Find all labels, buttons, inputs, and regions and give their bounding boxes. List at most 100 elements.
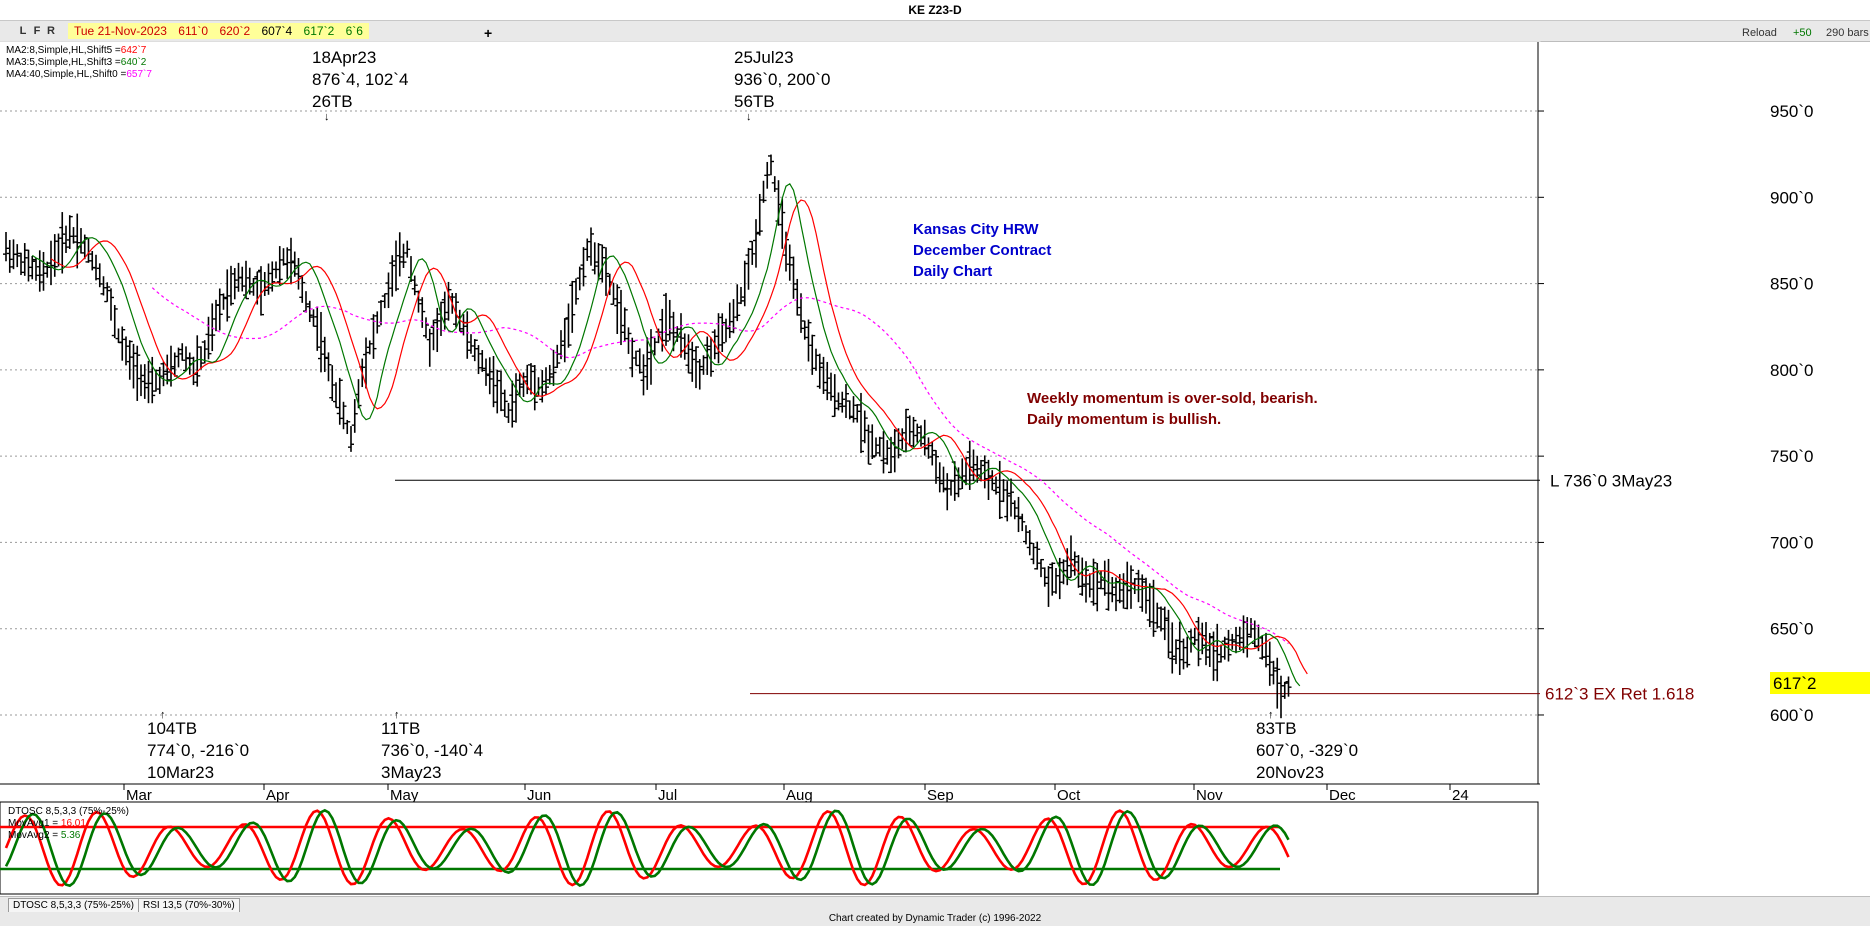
ohlc-bar <box>1101 560 1108 596</box>
ohlc-bar <box>231 268 238 300</box>
quote-date: Tue 21-Nov-2023 <box>74 24 167 38</box>
ohlc-bar <box>55 233 62 267</box>
ohlc-bar <box>869 424 876 460</box>
time-tick-label: Dec <box>1329 787 1356 804</box>
ohlc-bar <box>640 354 647 396</box>
ohlc-bar <box>426 328 433 367</box>
ohlc-bar <box>554 344 561 368</box>
time-tick-label: Mar <box>126 787 152 804</box>
ohlc-bar <box>100 276 107 296</box>
ohlc-bar <box>723 318 729 343</box>
ohlc-bar <box>1045 566 1052 607</box>
ohlc-bar <box>306 300 313 323</box>
ohlc-bar <box>599 244 606 283</box>
ohlc-bar <box>955 467 962 498</box>
ohlc-bar <box>434 307 441 352</box>
ohlc-bar <box>633 350 639 367</box>
ohlc-bar <box>6 239 13 273</box>
ohlc-bar <box>389 255 396 297</box>
oscillator-movavg2: MovAvg2 = 5.36 <box>8 830 81 841</box>
ohlc-bar <box>1195 616 1202 667</box>
ohlc-bar <box>1158 606 1164 632</box>
ohlc-bar <box>621 307 628 341</box>
tab-dtosc[interactable]: DTOSC 8,5,3,3 (75%-25%) <box>8 898 139 913</box>
ohlc-bar <box>1146 583 1153 628</box>
price-tick-label: 700`0 <box>1770 533 1813 552</box>
ohlc-bar <box>779 198 786 249</box>
ohlc-bar <box>333 382 339 409</box>
ohlc-bar <box>561 318 568 363</box>
ohlc-bar <box>1060 559 1067 585</box>
add-tab-button[interactable]: + <box>484 25 493 41</box>
bars-increment[interactable]: +50 <box>1793 27 1812 39</box>
ohlc-bar <box>419 297 426 328</box>
ohlc-bar <box>269 261 276 292</box>
ohlc-bar <box>1019 513 1026 532</box>
toolbar-button-f[interactable]: F <box>33 25 41 37</box>
ohlc-bar <box>66 215 73 249</box>
ohlc-bar <box>363 337 369 389</box>
ohlc-bar <box>1015 496 1022 533</box>
ohlc-bar <box>1090 558 1097 606</box>
ohlc-bar <box>813 348 819 371</box>
time-tick-label: Oct <box>1057 787 1081 804</box>
time-tick-label: Jun <box>527 787 551 804</box>
ohlc-bar <box>1229 633 1236 650</box>
ohlc-bar <box>891 429 898 473</box>
toolbar-button-l[interactable]: L <box>19 25 27 37</box>
reload-button[interactable]: Reload <box>1742 27 1777 39</box>
ohlc-bar <box>850 396 857 423</box>
ohlc-bar <box>1274 657 1281 709</box>
momentum-comment-weekly: Weekly momentum is over-sold, bearish. <box>1027 390 1318 407</box>
ohlc-bar <box>959 458 966 490</box>
ohlc-bar <box>629 337 636 378</box>
ohlc-bar <box>70 227 77 244</box>
ohlc-bar <box>291 251 298 277</box>
ohlc-bar <box>543 367 549 395</box>
ohlc-bar <box>483 358 489 386</box>
ohlc-bar <box>224 269 231 322</box>
ohlc-bar <box>726 302 733 339</box>
ohlc-bar <box>1079 557 1086 596</box>
ohlc-bar <box>265 263 272 295</box>
low1-tb: 104TB <box>147 719 197 738</box>
ohlc-bar <box>156 366 163 395</box>
ohlc-bar <box>1259 635 1266 660</box>
toolbar-button-r[interactable]: R <box>47 25 55 37</box>
low2-date: 3May23 <box>381 763 441 782</box>
ohlc-bar <box>1266 641 1273 686</box>
ohlc-bar <box>1086 573 1093 598</box>
ohlc-bar <box>689 341 696 382</box>
ohlc-bar <box>1210 631 1217 681</box>
ohlc-bar <box>1150 579 1157 637</box>
ohlc-bar <box>1026 530 1033 556</box>
ohlc-bar <box>1225 629 1232 662</box>
ohlc-bar <box>861 410 868 444</box>
ohlc-bar <box>933 449 939 484</box>
ohlc-bar <box>123 336 129 366</box>
ohlc-bar <box>310 309 317 327</box>
tab-rsi[interactable]: RSI 13,5 (70%-30%) <box>138 898 240 913</box>
price-tick-label: 850`0 <box>1770 275 1813 294</box>
footer-credit: Chart created by Dynamic Trader (c) 1996… <box>0 912 1870 926</box>
ohlc-bar <box>201 340 208 364</box>
quote-close: 617`2 <box>303 24 335 38</box>
ohlc-bar <box>693 346 699 389</box>
ohlc-bar <box>108 288 114 321</box>
ohlc-bar <box>479 350 486 372</box>
ohlc-bar <box>816 353 823 389</box>
ohlc-bar <box>1098 570 1104 590</box>
ohlc-bar <box>914 423 921 443</box>
ohlc-bar <box>126 340 133 380</box>
ohlc-bar <box>1165 609 1172 659</box>
ohlc-bar <box>741 260 748 307</box>
ohlc-bar <box>573 278 579 305</box>
high1-value: 876`4, 102`4 <box>312 70 408 89</box>
ohlc-bar <box>839 391 846 413</box>
ohlc-bar <box>835 392 842 411</box>
chart-title-line1: Kansas City HRW <box>913 221 1039 238</box>
ohlc-bar <box>1109 576 1116 603</box>
ohlc-bar <box>63 225 69 253</box>
ohlc-bar <box>1041 567 1048 587</box>
ohlc-bar <box>149 356 156 404</box>
